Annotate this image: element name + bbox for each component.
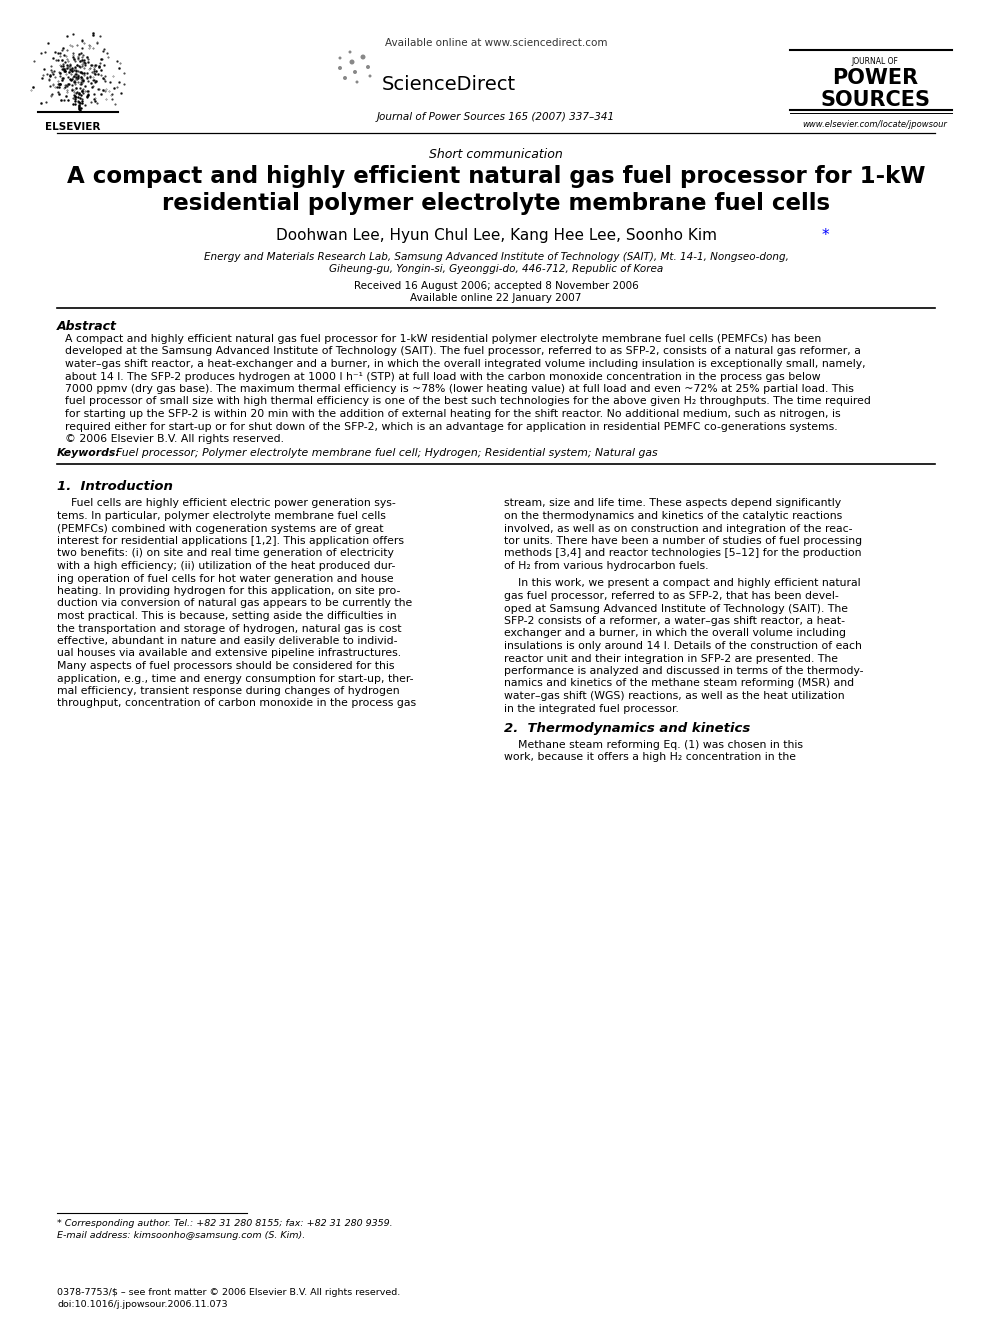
Circle shape — [353, 70, 357, 74]
Text: ScienceDirect: ScienceDirect — [382, 75, 516, 94]
Circle shape — [338, 57, 341, 60]
Text: required either for start-up or for shut down of the SFP-2, which is an advantag: required either for start-up or for shut… — [65, 422, 837, 431]
Text: mal efficiency, transient response during changes of hydrogen: mal efficiency, transient response durin… — [57, 687, 400, 696]
Text: © 2006 Elsevier B.V. All rights reserved.: © 2006 Elsevier B.V. All rights reserved… — [65, 434, 284, 445]
Circle shape — [349, 60, 354, 65]
Text: tor units. There have been a number of studies of fuel processing: tor units. There have been a number of s… — [504, 536, 862, 546]
Text: Methane steam reforming Eq. (1) was chosen in this: Methane steam reforming Eq. (1) was chos… — [504, 740, 803, 750]
Text: Abstract: Abstract — [57, 320, 117, 333]
Circle shape — [355, 81, 358, 83]
Text: reactor unit and their integration in SFP-2 are presented. The: reactor unit and their integration in SF… — [504, 654, 838, 664]
Text: heating. In providing hydrogen for this application, on site pro-: heating. In providing hydrogen for this … — [57, 586, 401, 595]
Text: duction via conversion of natural gas appears to be currently the: duction via conversion of natural gas ap… — [57, 598, 413, 609]
Text: POWER: POWER — [832, 67, 918, 89]
Text: Energy and Materials Research Lab, Samsung Advanced Institute of Technology (SAI: Energy and Materials Research Lab, Samsu… — [203, 251, 789, 262]
Text: about 14 l. The SFP-2 produces hydrogen at 1000 l h⁻¹ (STP) at full load with th: about 14 l. The SFP-2 produces hydrogen … — [65, 372, 820, 381]
Circle shape — [368, 74, 371, 78]
Text: oped at Samsung Advanced Institute of Technology (SAIT). The: oped at Samsung Advanced Institute of Te… — [504, 603, 848, 614]
Text: ing operation of fuel cells for hot water generation and house: ing operation of fuel cells for hot wate… — [57, 573, 394, 583]
Text: two benefits: (i) on site and real time generation of electricity: two benefits: (i) on site and real time … — [57, 549, 394, 558]
Text: involved, as well as on construction and integration of the reac-: involved, as well as on construction and… — [504, 524, 852, 533]
Text: 2.  Thermodynamics and kinetics: 2. Thermodynamics and kinetics — [504, 722, 750, 736]
Text: SOURCES: SOURCES — [820, 90, 930, 110]
Text: fuel processor of small size with high thermal efficiency is one of the best suc: fuel processor of small size with high t… — [65, 397, 871, 406]
Text: work, because it offers a high H₂ concentration in the: work, because it offers a high H₂ concen… — [504, 753, 796, 762]
Text: namics and kinetics of the methane steam reforming (MSR) and: namics and kinetics of the methane steam… — [504, 679, 854, 688]
Text: methods [3,4] and reactor technologies [5–12] for the production: methods [3,4] and reactor technologies [… — [504, 549, 861, 558]
Text: residential polymer electrolyte membrane fuel cells: residential polymer electrolyte membrane… — [162, 192, 830, 216]
Text: SFP-2 consists of a reformer, a water–gas shift reactor, a heat-: SFP-2 consists of a reformer, a water–ga… — [504, 617, 845, 626]
Text: water–gas shift reactor, a heat-exchanger and a burner, in which the overall int: water–gas shift reactor, a heat-exchange… — [65, 359, 866, 369]
Text: with a high efficiency; (ii) utilization of the heat produced dur-: with a high efficiency; (ii) utilization… — [57, 561, 396, 572]
Text: tems. In particular, polymer electrolyte membrane fuel cells: tems. In particular, polymer electrolyte… — [57, 511, 386, 521]
Text: performance is analyzed and discussed in terms of the thermody-: performance is analyzed and discussed in… — [504, 665, 863, 676]
Text: doi:10.1016/j.jpowsour.2006.11.073: doi:10.1016/j.jpowsour.2006.11.073 — [57, 1301, 227, 1308]
Text: In this work, we present a compact and highly efficient natural: In this work, we present a compact and h… — [504, 578, 861, 589]
Text: Short communication: Short communication — [430, 148, 562, 161]
Text: developed at the Samsung Advanced Institute of Technology (SAIT). The fuel proce: developed at the Samsung Advanced Instit… — [65, 347, 861, 356]
Text: the transportation and storage of hydrogen, natural gas is cost: the transportation and storage of hydrog… — [57, 623, 402, 634]
Circle shape — [348, 50, 351, 53]
Circle shape — [343, 75, 347, 79]
Text: Journal of Power Sources 165 (2007) 337–341: Journal of Power Sources 165 (2007) 337–… — [377, 112, 615, 122]
Text: stream, size and life time. These aspects depend significantly: stream, size and life time. These aspect… — [504, 499, 841, 508]
Text: E-mail address: kimsoonho@samsung.com (S. Kim).: E-mail address: kimsoonho@samsung.com (S… — [57, 1230, 306, 1240]
Text: for starting up the SFP-2 is within 20 min with the addition of external heating: for starting up the SFP-2 is within 20 m… — [65, 409, 840, 419]
Text: A compact and highly efficient natural gas fuel processor for 1-kW residential p: A compact and highly efficient natural g… — [65, 333, 821, 344]
Text: in the integrated fuel processor.: in the integrated fuel processor. — [504, 704, 679, 713]
Text: effective, abundant in nature and easily deliverable to individ-: effective, abundant in nature and easily… — [57, 636, 398, 646]
Text: Received 16 August 2006; accepted 8 November 2006: Received 16 August 2006; accepted 8 Nove… — [353, 280, 639, 291]
Text: Fuel processor; Polymer electrolyte membrane fuel cell; Hydrogen; Residential sy: Fuel processor; Polymer electrolyte memb… — [109, 448, 658, 459]
Text: JOURNAL OF: JOURNAL OF — [851, 57, 899, 66]
Circle shape — [366, 65, 370, 69]
Text: Available online 22 January 2007: Available online 22 January 2007 — [411, 292, 581, 303]
Text: most practical. This is because, setting aside the difficulties in: most practical. This is because, setting… — [57, 611, 397, 620]
Text: 1.  Introduction: 1. Introduction — [57, 480, 173, 493]
Text: Giheung-gu, Yongin-si, Gyeonggi-do, 446-712, Republic of Korea: Giheung-gu, Yongin-si, Gyeonggi-do, 446-… — [329, 265, 663, 274]
Text: ual houses via available and extensive pipeline infrastructures.: ual houses via available and extensive p… — [57, 648, 401, 659]
Text: ELSEVIER: ELSEVIER — [46, 122, 100, 132]
Text: Keywords:: Keywords: — [57, 448, 121, 459]
Text: Many aspects of fuel processors should be considered for this: Many aspects of fuel processors should b… — [57, 662, 395, 671]
Text: insulations is only around 14 l. Details of the construction of each: insulations is only around 14 l. Details… — [504, 642, 862, 651]
Text: throughput, concentration of carbon monoxide in the process gas: throughput, concentration of carbon mono… — [57, 699, 416, 709]
Circle shape — [360, 54, 365, 60]
Text: * Corresponding author. Tel.: +82 31 280 8155; fax: +82 31 280 9359.: * Corresponding author. Tel.: +82 31 280… — [57, 1218, 393, 1228]
Text: (PEMFCs) combined with cogeneration systems are of great: (PEMFCs) combined with cogeneration syst… — [57, 524, 384, 533]
Text: www.elsevier.com/locate/jpowsour: www.elsevier.com/locate/jpowsour — [803, 120, 947, 130]
Text: exchanger and a burner, in which the overall volume including: exchanger and a burner, in which the ove… — [504, 628, 846, 639]
Text: 0378-7753/$ – see front matter © 2006 Elsevier B.V. All rights reserved.: 0378-7753/$ – see front matter © 2006 El… — [57, 1289, 400, 1297]
Text: water–gas shift (WGS) reactions, as well as the heat utilization: water–gas shift (WGS) reactions, as well… — [504, 691, 844, 701]
Text: Available online at www.sciencedirect.com: Available online at www.sciencedirect.co… — [385, 38, 607, 48]
Text: Fuel cells are highly efficient electric power generation sys-: Fuel cells are highly efficient electric… — [57, 499, 396, 508]
Text: gas fuel processor, referred to as SFP-2, that has been devel-: gas fuel processor, referred to as SFP-2… — [504, 591, 839, 601]
Text: 7000 ppmv (dry gas base). The maximum thermal efficiency is ~78% (lower heating : 7000 ppmv (dry gas base). The maximum th… — [65, 384, 854, 394]
Text: *: * — [822, 228, 829, 243]
Text: interest for residential applications [1,2]. This application offers: interest for residential applications [1… — [57, 536, 404, 546]
Circle shape — [338, 66, 342, 70]
Text: Doohwan Lee, Hyun Chul Lee, Kang Hee Lee, Soonho Kim: Doohwan Lee, Hyun Chul Lee, Kang Hee Lee… — [276, 228, 716, 243]
Text: on the thermodynamics and kinetics of the catalytic reactions: on the thermodynamics and kinetics of th… — [504, 511, 842, 521]
Text: application, e.g., time and energy consumption for start-up, ther-: application, e.g., time and energy consu… — [57, 673, 414, 684]
Text: A compact and highly efficient natural gas fuel processor for 1-kW: A compact and highly efficient natural g… — [66, 165, 926, 188]
Text: of H₂ from various hydrocarbon fuels.: of H₂ from various hydrocarbon fuels. — [504, 561, 708, 572]
